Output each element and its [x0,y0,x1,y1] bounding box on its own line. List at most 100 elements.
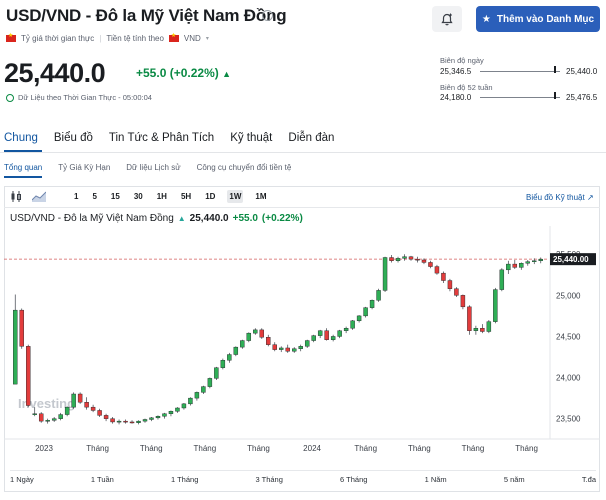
add-to-watchlist-button[interactable]: ★ Thêm vào Danh Mục [476,6,600,32]
candle [84,402,89,408]
candle [376,290,381,301]
candle [467,306,472,331]
candle [227,354,232,361]
interval-1h[interactable]: 1H [156,192,167,201]
subtab-currency-converter[interactable]: Công cụ chuyển đổi tiền tệ [196,163,292,172]
candle [350,320,355,329]
candle [201,386,206,393]
candle [304,340,310,347]
interval-1[interactable]: 1 [74,192,79,201]
info-icon[interactable]: i [262,10,273,21]
range-5-years[interactable]: 5 năm [503,475,525,484]
advanced-chart-link[interactable]: Biểu đồ Kỹ thuật ↗ [526,193,594,202]
star-icon: ★ [481,13,491,25]
range-1-day[interactable]: 1 Ngày [10,475,34,484]
subtab-summary[interactable]: Tổng quan [4,163,43,172]
candle [123,420,128,423]
watermark-text: Investing [18,396,75,411]
vietnam-flag-icon [6,32,16,42]
candle [382,257,388,291]
last-price-label: 25,440.00 [553,255,589,264]
candlestick-type-icon[interactable] [10,191,22,202]
week52-range-bar [480,97,560,98]
candle [58,414,63,419]
y-tick-label: 25,000 [556,291,581,300]
candle [324,330,329,340]
candle [110,418,115,423]
candle [428,262,433,267]
candle [90,406,96,411]
x-tick-label: 2023 [35,444,53,453]
range-1-year[interactable]: 1 Năm [424,475,447,484]
tab-overview[interactable]: Chung [4,132,38,144]
price-chart[interactable]: Investing23,50024,00024,50025,00025,5002… [4,226,600,466]
active-subtab-indicator [4,176,42,178]
chart-panel [4,186,600,492]
candle [32,413,37,415]
candle [330,336,336,340]
currency-note: Tiền tệ tính theo [106,34,164,43]
candle [525,261,530,264]
chart-legend: USD/VND - Đô la Mỹ Việt Nam Đồng ▲ 25,44… [10,213,303,224]
candle [77,393,83,403]
interval-1m[interactable]: 1M [255,192,267,201]
range-6-months[interactable]: 6 Tháng [340,475,368,484]
candle [26,346,31,406]
change-value: +55.0 [136,66,167,80]
candle [441,272,446,281]
candle [402,256,407,259]
candle [246,332,252,341]
range-1-month[interactable]: 1 Tháng [170,475,199,484]
interval-15[interactable]: 15 [110,192,120,201]
candle [337,330,342,337]
interval-5h[interactable]: 5H [180,192,192,201]
candle [408,256,414,260]
alert-button[interactable] [432,6,462,32]
quote-meta-row: Tỷ giá thời gian thực | Tiền tệ tính the… [6,32,209,43]
advanced-chart-label: Biểu đồ Kỹ thuật [526,193,585,202]
chart-instrument: USD/VND - Đô la Mỹ Việt Nam Đồng [10,213,174,224]
tab-chart[interactable]: Biểu đồ [53,132,93,144]
tab-forum[interactable]: Diễn đàn [288,132,335,144]
candle [519,263,524,268]
candle [317,330,323,336]
range-3-months[interactable]: 3 Tháng [255,475,283,484]
week52-range-low: 24,180.0 [440,93,472,102]
y-tick-label: 23,500 [556,415,581,424]
candle [369,300,375,308]
candle [532,260,537,262]
triangle-up-icon: ▲ [177,214,186,223]
candle [493,289,498,322]
candle [188,397,193,405]
interval-30[interactable]: 30 [133,192,143,201]
y-tick-label: 24,500 [556,332,581,341]
candle [19,309,24,347]
main-nav: Chung Biểu đồ Tin Tức & Phân Tích Kỹ thu… [4,132,334,144]
x-tick-label: Tháng [515,444,538,453]
candle [240,340,245,348]
tab-news[interactable]: Tin Tức & Phân Tích [108,132,215,144]
vietnam-flag-icon [168,32,179,42]
area-chart-icon[interactable] [32,191,46,202]
interval-5[interactable]: 5 [92,192,97,201]
candle [97,410,102,416]
interval-1w[interactable]: 1W [227,190,244,203]
candle [233,346,239,355]
subtab-historical-data[interactable]: Dữ liệu Lịch sử [126,163,181,172]
bell-plus-icon [441,13,453,25]
candle [538,258,543,262]
range-1-week[interactable]: 1 Tuần [90,475,114,484]
candle [162,413,167,417]
chart-change: +55.0 [232,213,258,224]
interval-1d[interactable]: 1D [205,192,216,201]
subtab-forward-rates[interactable]: Tỷ Giá Kỳ Hạn [58,163,111,172]
candle [454,288,459,296]
tab-technical[interactable]: Kỹ thuật [230,132,273,144]
candle [155,415,161,419]
candle [473,328,479,331]
candle [71,393,76,408]
range-max[interactable]: T.đa [581,475,596,484]
candle [181,403,187,409]
day-range-high: 25,440.0 [566,67,598,76]
candle [45,420,50,422]
